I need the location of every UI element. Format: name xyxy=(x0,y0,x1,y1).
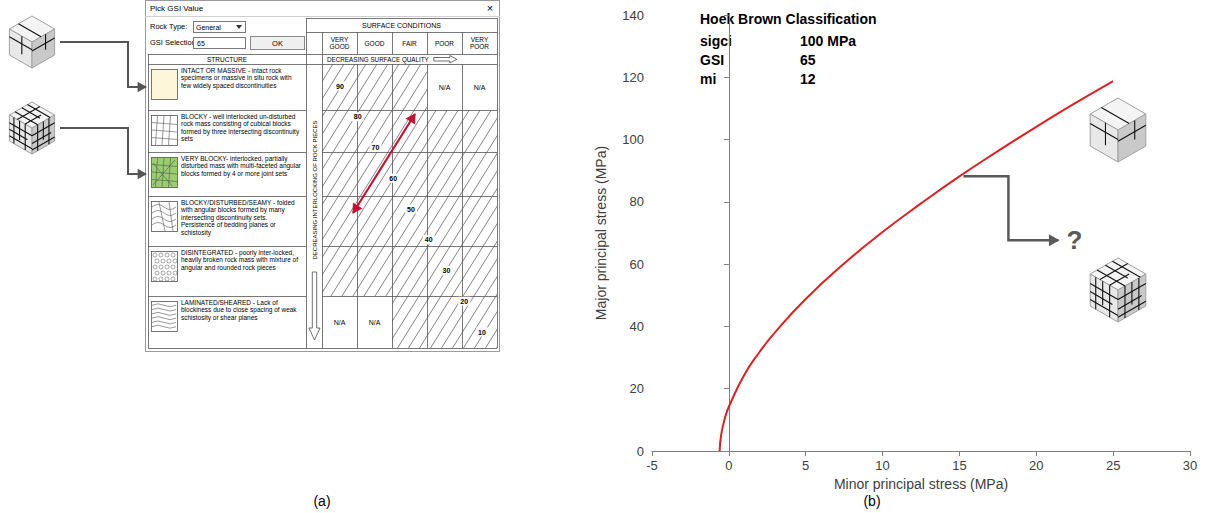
svg-text:20: 20 xyxy=(460,298,468,305)
svg-text:Minor principal stress (MPa): Minor principal stress (MPa) xyxy=(834,476,1008,492)
svg-text:DECREASING INTERLOCKING OF ROC: DECREASING INTERLOCKING OF ROCK PIECES xyxy=(312,120,318,259)
svg-text:INTACT OR MASSIVE - intact roc: INTACT OR MASSIVE - intact rock xyxy=(181,67,282,74)
svg-text:(a): (a) xyxy=(313,493,330,509)
svg-text:60: 60 xyxy=(389,175,397,182)
svg-text:25: 25 xyxy=(1106,458,1120,473)
svg-text:POOR: POOR xyxy=(435,40,454,47)
svg-text:60: 60 xyxy=(630,257,644,272)
svg-text:specimens or massive in situ r: specimens or massive in situ rock with xyxy=(181,74,292,82)
svg-text:VERY BLOCKY- interlocked, part: VERY BLOCKY- interlocked, partially xyxy=(181,155,288,163)
svg-text:DISINTEGRATED - poorly inter-l: DISINTEGRATED - poorly inter-locked, xyxy=(181,249,294,257)
svg-text:BLOCKY/DISTURBED/SEAMY - folde: BLOCKY/DISTURBED/SEAMY - folded xyxy=(181,199,295,206)
svg-text:30: 30 xyxy=(1183,458,1197,473)
svg-text:80: 80 xyxy=(630,194,644,209)
svg-text:N/A: N/A xyxy=(369,319,381,326)
svg-text:formed by three intersecting d: formed by three intersecting discontinui… xyxy=(181,128,300,136)
svg-text:VERY: VERY xyxy=(331,36,349,43)
svg-text:20: 20 xyxy=(1029,458,1043,473)
svg-text:65: 65 xyxy=(197,40,205,47)
svg-text:FAIR: FAIR xyxy=(402,40,417,47)
svg-text:-5: -5 xyxy=(646,458,658,473)
svg-text:OK: OK xyxy=(272,39,283,48)
svg-text:LAMINATED/SHEARED - Lack of: LAMINATED/SHEARED - Lack of xyxy=(181,299,278,306)
svg-text:10: 10 xyxy=(478,329,486,336)
svg-text:General: General xyxy=(196,24,221,31)
svg-text:?: ? xyxy=(1066,225,1082,255)
svg-text:intersecting discontinuity set: intersecting discontinuity sets. xyxy=(181,214,268,222)
svg-text:Rock Type:: Rock Type: xyxy=(150,22,187,31)
svg-text:65: 65 xyxy=(800,52,816,68)
svg-text:80: 80 xyxy=(354,113,362,120)
svg-text:BLOCKY - well interlocked un-d: BLOCKY - well interlocked un-disturbed xyxy=(181,113,296,120)
svg-text:N/A: N/A xyxy=(334,319,346,326)
svg-text:GSI Selection:: GSI Selection: xyxy=(150,38,198,47)
svg-text:GSI: GSI xyxy=(700,52,724,68)
svg-text:40: 40 xyxy=(630,319,644,334)
svg-text:POOR: POOR xyxy=(470,43,489,50)
svg-text:GOOD: GOOD xyxy=(365,40,385,47)
svg-text:VERY: VERY xyxy=(471,36,489,43)
svg-text:(b): (b) xyxy=(863,493,880,509)
svg-text:blockiness due to close spacin: blockiness due to close spacing of weak xyxy=(181,306,297,314)
svg-text:disturbed mass with multi-face: disturbed mass with multi-faceted angula… xyxy=(181,162,302,170)
svg-text:120: 120 xyxy=(622,70,644,85)
svg-text:10: 10 xyxy=(875,458,889,473)
svg-text:heavily broken rock mass with: heavily broken rock mass with mixture of xyxy=(181,256,298,264)
svg-text:with angular blocks formed by: with angular blocks formed by many xyxy=(180,206,285,214)
svg-text:schistosity: schistosity xyxy=(181,229,212,237)
svg-text:rock mass consisting of cubica: rock mass consisting of cubical blocks xyxy=(181,120,292,128)
svg-text:0: 0 xyxy=(725,458,732,473)
svg-text:few widely spaced discontinuit: few widely spaced discontinuities xyxy=(181,82,277,90)
svg-text:30: 30 xyxy=(443,267,451,274)
svg-text:schistosity or shear planes: schistosity or shear planes xyxy=(181,314,258,322)
svg-text:Persistence of bedding planes: Persistence of bedding planes or xyxy=(181,221,277,229)
svg-text:100 MPa: 100 MPa xyxy=(800,33,856,49)
svg-text:12: 12 xyxy=(800,71,816,87)
svg-text:N/A: N/A xyxy=(439,84,451,91)
svg-text:angular and rounded rock piece: angular and rounded rock pieces xyxy=(181,264,276,272)
svg-text:5: 5 xyxy=(802,458,809,473)
svg-text:mi: mi xyxy=(700,71,716,87)
svg-text:20: 20 xyxy=(630,381,644,396)
svg-text:100: 100 xyxy=(622,132,644,147)
svg-text:140: 140 xyxy=(622,8,644,23)
svg-text:40: 40 xyxy=(425,236,433,243)
svg-text:50: 50 xyxy=(407,206,415,213)
svg-text:Pick GSI Value: Pick GSI Value xyxy=(150,4,204,13)
svg-text:SURFACE CONDITIONS: SURFACE CONDITIONS xyxy=(362,22,441,29)
svg-text:STRUCTURE: STRUCTURE xyxy=(207,56,248,63)
svg-text:Hoek Brown Classification: Hoek Brown Classification xyxy=(700,11,877,27)
svg-text:GOOD: GOOD xyxy=(330,43,350,50)
svg-text:0: 0 xyxy=(637,444,644,459)
svg-text:90: 90 xyxy=(336,83,344,90)
svg-text:15: 15 xyxy=(952,458,966,473)
svg-text:N/A: N/A xyxy=(474,84,486,91)
svg-text:blocks formed by 4 or more joi: blocks formed by 4 or more joint sets xyxy=(181,170,288,178)
svg-text:sets: sets xyxy=(181,135,194,142)
svg-text:×: × xyxy=(487,2,493,14)
svg-text:DECREASING SURFACE QUALITY: DECREASING SURFACE QUALITY xyxy=(327,56,430,64)
svg-text:sigci: sigci xyxy=(700,33,732,49)
svg-text:Major principal stress (MPa): Major principal stress (MPa) xyxy=(593,146,609,320)
svg-text:70: 70 xyxy=(372,144,380,151)
